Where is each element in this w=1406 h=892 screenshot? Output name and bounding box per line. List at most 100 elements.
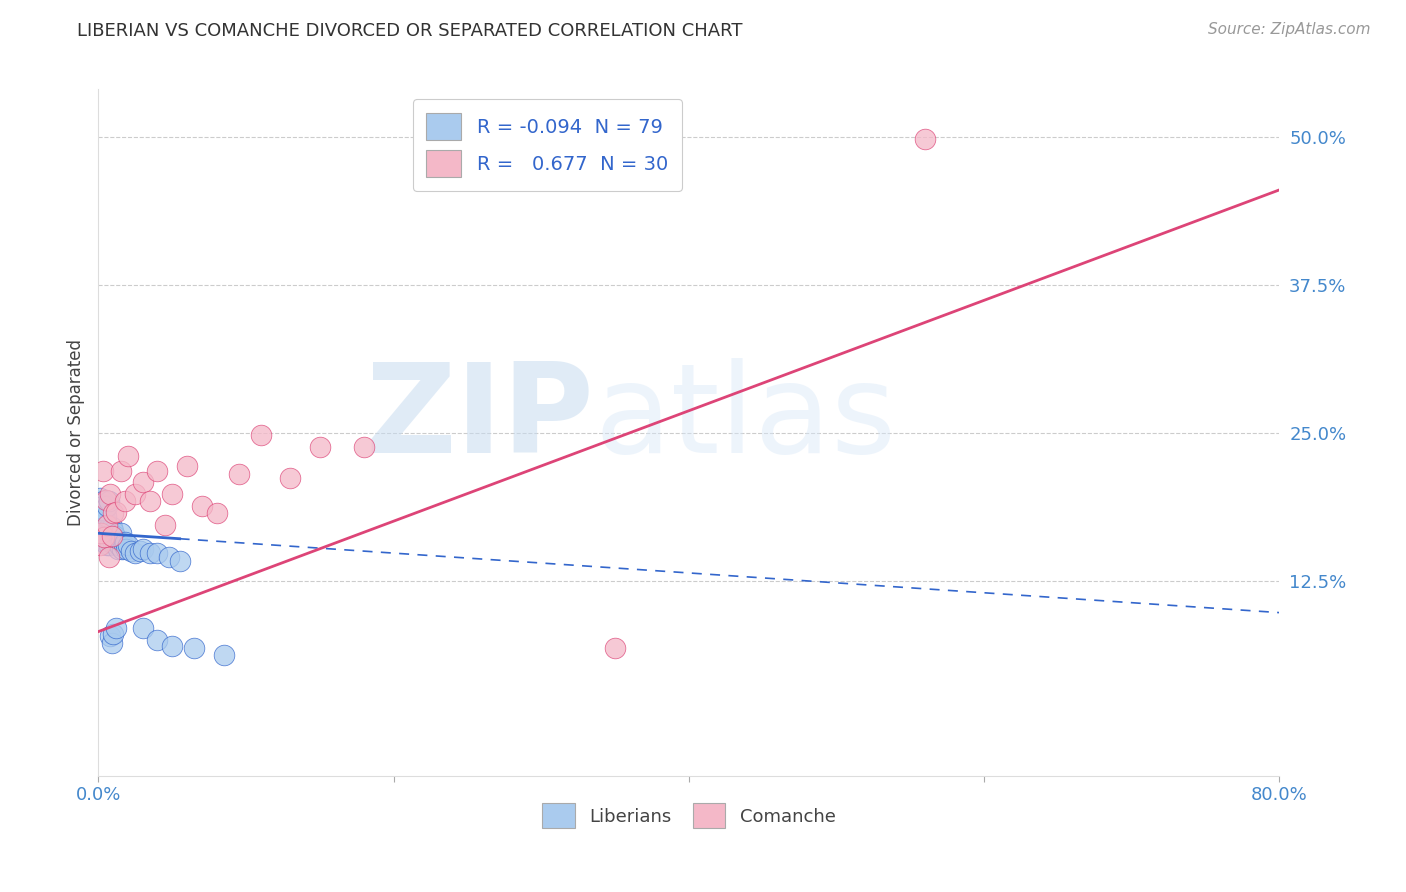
Point [176, 458, 198, 473]
Point [191, 499, 214, 513]
Point [105, 532, 128, 546]
Point [104, 528, 127, 542]
Point [105, 538, 128, 552]
Point [103, 535, 125, 549]
Point [98, 523, 121, 537]
Point [100, 528, 122, 542]
Point [132, 541, 155, 556]
Point [103, 627, 125, 641]
Point [117, 450, 139, 464]
Point [114, 534, 136, 549]
Point [94, 508, 117, 523]
Y-axis label: Divorced or Separated: Divorced or Separated [66, 339, 84, 526]
Point [100, 532, 122, 546]
Point [110, 463, 132, 477]
Point [100, 520, 122, 534]
Point [94, 520, 117, 534]
Point [89, 538, 111, 552]
Point [97, 526, 120, 541]
Point [128, 544, 150, 558]
Point [90, 511, 112, 525]
Point [107, 534, 129, 549]
Point [90, 518, 112, 533]
Point [89, 520, 111, 534]
Point [89, 526, 111, 541]
Point [105, 621, 128, 635]
Point [110, 526, 132, 541]
Point [103, 506, 125, 520]
Point [111, 541, 134, 556]
Point [91, 532, 114, 546]
Point [90, 530, 112, 544]
Point [110, 534, 132, 549]
Point [117, 538, 139, 552]
Point [353, 440, 375, 454]
Point [97, 494, 120, 508]
Text: ZIP: ZIP [366, 359, 595, 479]
Point [89, 515, 111, 529]
Point [228, 467, 250, 481]
Point [94, 534, 117, 549]
Point [94, 528, 117, 542]
Point [112, 538, 135, 552]
Point [96, 530, 118, 544]
Point [115, 541, 138, 556]
Point [132, 621, 155, 635]
Point [98, 487, 121, 501]
Point [93, 523, 115, 537]
Point [96, 538, 118, 552]
Point [309, 440, 332, 454]
Point [139, 546, 162, 560]
Point [91, 520, 114, 534]
Point [153, 518, 176, 533]
Point [98, 629, 121, 643]
Point [96, 523, 118, 537]
Point [139, 494, 162, 508]
Point [914, 132, 936, 146]
Point [91, 526, 114, 541]
Point [91, 515, 114, 529]
Point [104, 534, 127, 549]
Point [124, 546, 146, 560]
Point [97, 520, 120, 534]
Point [91, 463, 114, 477]
Point [280, 470, 302, 484]
Point [97, 549, 120, 564]
Point [107, 541, 129, 556]
Point [97, 538, 120, 552]
Point [93, 502, 115, 516]
Point [108, 538, 131, 552]
Point [103, 524, 125, 538]
Point [162, 487, 183, 501]
Point [132, 475, 155, 490]
Point [120, 544, 142, 558]
Point [250, 428, 273, 442]
Point [205, 506, 228, 520]
Point [114, 494, 136, 508]
Point [94, 493, 117, 508]
Point [91, 494, 114, 508]
Point [90, 497, 112, 511]
Text: LIBERIAN VS COMANCHE DIVORCED OR SEPARATED CORRELATION CHART: LIBERIAN VS COMANCHE DIVORCED OR SEPARAT… [77, 22, 742, 40]
Legend: Liberians, Comanche: Liberians, Comanche [534, 796, 844, 836]
Point [91, 499, 114, 513]
Point [97, 532, 120, 546]
Point [94, 526, 117, 541]
Point [89, 491, 111, 505]
Point [124, 487, 146, 501]
Point [93, 511, 115, 525]
Point [183, 641, 205, 656]
Point [96, 518, 118, 533]
Point [212, 648, 235, 663]
Point [98, 528, 121, 542]
Point [89, 505, 111, 519]
Point [96, 499, 118, 513]
Point [93, 516, 115, 531]
Point [605, 641, 627, 656]
Point [157, 549, 180, 564]
Point [93, 524, 115, 538]
Point [146, 463, 169, 477]
Point [90, 523, 112, 537]
Point [93, 530, 115, 544]
Point [169, 553, 191, 567]
